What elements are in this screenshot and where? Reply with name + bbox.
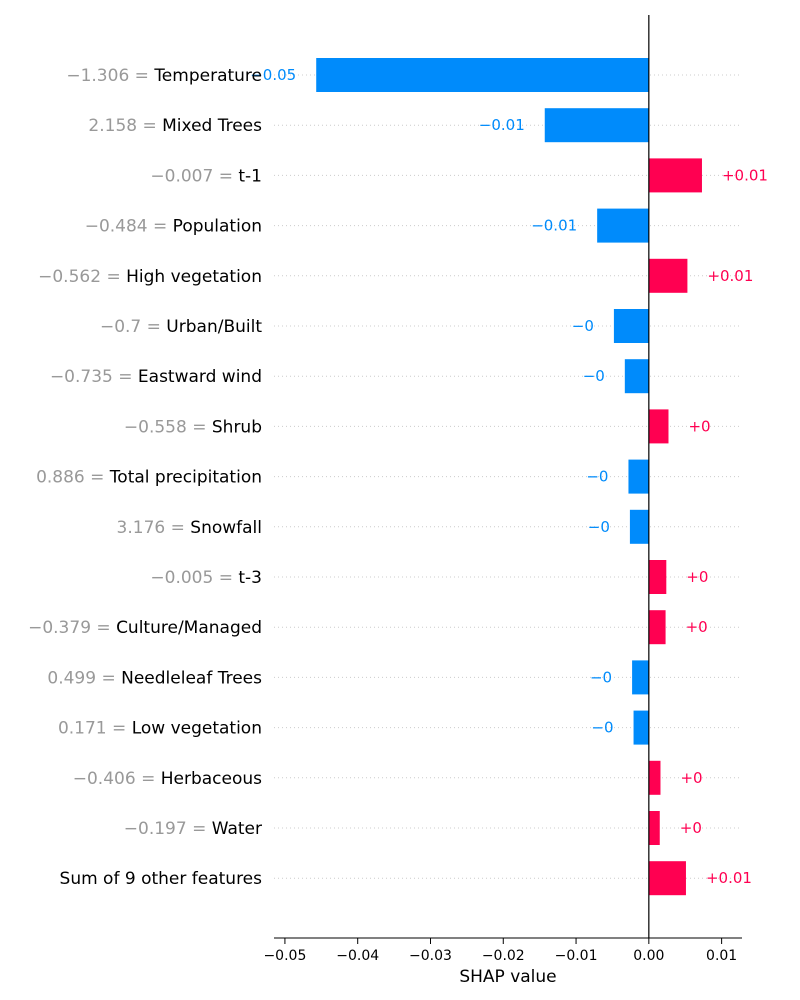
shap-bar (633, 710, 649, 745)
feature-name: Mixed Trees (162, 116, 262, 136)
feature-label: −0.007 = t-1 (150, 166, 262, 186)
feature-name: Population (173, 217, 262, 237)
x-tick-label: 0.01 (706, 948, 737, 964)
bar-value-label: +0.01 (706, 869, 752, 887)
bar-value-label: +0.01 (722, 166, 768, 184)
feature-label: 2.158 = Mixed Trees (88, 116, 262, 136)
feature-name: Urban/Built (166, 317, 262, 337)
feature-name: t-1 (238, 166, 262, 186)
feature-value: 0.171 = (58, 719, 132, 739)
feature-name: Low vegetation (132, 719, 262, 739)
feature-value: −0.406 = (73, 769, 161, 789)
bar-value-label: +0 (680, 819, 702, 837)
feature-value: −0.735 = (50, 367, 138, 387)
feature-name: Shrub (212, 417, 262, 437)
shap-bar (648, 610, 666, 645)
shap-bar (648, 560, 667, 594)
x-tick-label: −0.04 (336, 948, 379, 964)
feature-value: −0.007 = (150, 166, 238, 186)
feature-name: t-3 (238, 568, 262, 588)
feature-value: −0.379 = (28, 618, 116, 638)
feature-label: −1.306 = Temperature (66, 66, 262, 86)
bar-value-label: +0 (686, 618, 708, 636)
feature-name: Sum of 9 other features (60, 869, 263, 889)
x-axis: −0.05 −0.04 −0.03 −0.02 −0.01 0.00 0.01 (263, 15, 742, 964)
x-tick-label: 0.00 (633, 948, 664, 964)
x-tick-label: −0.02 (482, 948, 525, 964)
bar-value-label: −0 (583, 367, 605, 385)
bar-value-label: +0.01 (707, 267, 753, 285)
row-gridlines (274, 74, 742, 879)
bar-value-label: −0 (590, 668, 612, 686)
feature-value: −0.484 = (85, 217, 173, 237)
shap-bar (648, 811, 660, 845)
bar-value-label: −0 (572, 317, 594, 335)
bar-value-label: −0.01 (531, 217, 577, 235)
bar-value-label: −0 (586, 468, 608, 486)
feature-value: −0.7 = (100, 317, 166, 337)
feature-label: −0.7 = Urban/Built (100, 317, 262, 337)
row-labels: −0.05−1.306 = Temperature−0.012.158 = Mi… (28, 66, 768, 889)
feature-name: Temperature (153, 66, 262, 86)
feature-value: −1.306 = (66, 66, 154, 86)
feature-label: −0.197 = Water (124, 819, 262, 839)
shap-bar (648, 760, 661, 795)
feature-label: −0.735 = Eastward wind (50, 367, 262, 387)
shap-bar (648, 258, 688, 293)
shap-bar (316, 58, 649, 92)
feature-value: −0.197 = (124, 819, 212, 839)
feature-name: Water (212, 819, 262, 839)
feature-label: −0.558 = Shrub (124, 417, 262, 437)
bar-value-label: +0 (688, 417, 710, 435)
feature-name: Eastward wind (138, 367, 262, 387)
feature-label: 0.171 = Low vegetation (58, 719, 262, 739)
shap-bar (632, 660, 649, 695)
shap-bar (597, 208, 649, 243)
bar-value-label: −0 (588, 518, 610, 536)
feature-label: −0.005 = t-3 (150, 568, 262, 588)
x-tick-label: −0.03 (409, 948, 452, 964)
shap-bar (544, 108, 649, 143)
feature-value: −0.562 = (38, 267, 126, 287)
shap-bar (624, 359, 649, 394)
feature-value: 3.176 = (117, 518, 191, 538)
feature-name: Culture/Managed (116, 618, 262, 638)
feature-label: −0.562 = High vegetation (38, 267, 262, 287)
x-axis-label: SHAP value (459, 967, 556, 987)
feature-value: 0.886 = (36, 468, 110, 488)
feature-label: 0.499 = Needleleaf Trees (47, 668, 262, 688)
shap-bar (629, 509, 649, 544)
feature-label: −0.484 = Population (85, 217, 262, 237)
bar-value-label: −0 (591, 719, 613, 737)
feature-name: High vegetation (126, 267, 262, 287)
shap-bar (648, 861, 686, 896)
x-tick-label: −0.05 (263, 948, 306, 964)
feature-label: Sum of 9 other features (60, 869, 263, 889)
bars (316, 58, 702, 896)
feature-label: −0.406 = Herbaceous (73, 769, 262, 789)
bar-value-label: −0.05 (250, 66, 296, 84)
feature-name: Total precipitation (109, 468, 262, 488)
feature-name: Needleleaf Trees (121, 668, 262, 688)
feature-value: −0.005 = (150, 568, 238, 588)
shap-bar (613, 309, 649, 343)
x-tick-label: −0.01 (555, 948, 598, 964)
feature-label: 0.886 = Total precipitation (36, 468, 262, 488)
bar-value-label: +0 (680, 769, 702, 787)
shap-bar (648, 158, 702, 193)
feature-label: 3.176 = Snowfall (117, 518, 262, 538)
feature-name: Snowfall (190, 518, 262, 538)
feature-label: −0.379 = Culture/Managed (28, 618, 262, 638)
feature-value: 2.158 = (88, 116, 162, 136)
bar-value-label: −0.01 (479, 116, 525, 134)
feature-value: 0.499 = (47, 668, 121, 688)
shap-bar (628, 459, 649, 494)
bar-value-label: +0 (686, 568, 708, 586)
feature-value: −0.558 = (124, 417, 212, 437)
feature-name: Herbaceous (161, 769, 262, 789)
shap-bar (648, 409, 669, 444)
